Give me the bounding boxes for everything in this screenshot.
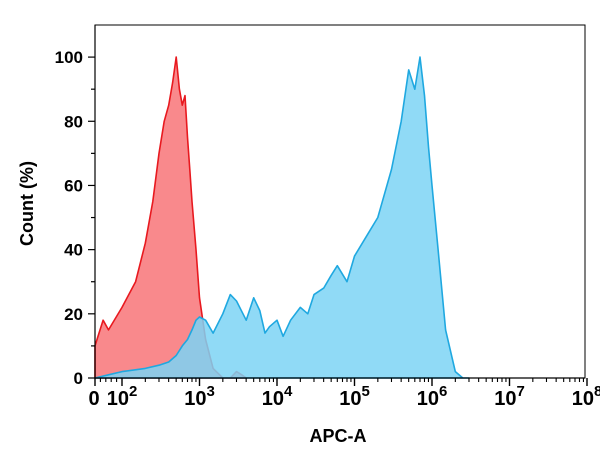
x-tick-label: 106: [417, 383, 448, 410]
x-tick-label: 107: [494, 383, 525, 410]
y-tick-label: 0: [74, 369, 83, 388]
y-axis-label: Count (%): [17, 161, 37, 246]
x-axis-label: APC-A: [310, 426, 367, 446]
x-tick-label: 102: [107, 383, 138, 410]
y-tick-label: 100: [55, 48, 83, 67]
x-tick-label: 0: [88, 388, 99, 410]
x-tick-label: 103: [184, 383, 215, 410]
x-tick-label: 104: [262, 383, 293, 410]
x-tick-label: 108: [572, 383, 600, 410]
y-tick-label: 40: [64, 241, 83, 260]
y-tick-label: 80: [64, 112, 83, 131]
x-axis: 0 102 103 104 105 106 107 108: [88, 377, 600, 410]
y-axis: 0 20 40 60 80 100: [55, 25, 96, 388]
histogram-series-2: [94, 56, 470, 379]
x-tick-label: 105: [339, 383, 370, 410]
y-tick-label: 60: [64, 176, 83, 195]
y-tick-label: 20: [64, 305, 83, 324]
histogram-fills: [94, 56, 470, 379]
